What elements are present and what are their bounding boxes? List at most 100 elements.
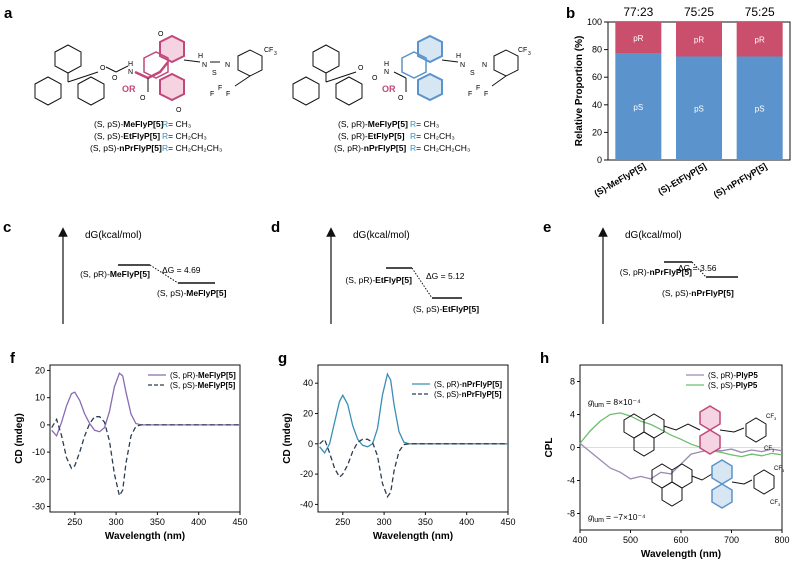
h-molecule-bottom: CF 3 CF 3: [651, 459, 785, 509]
svg-text:N: N: [128, 69, 133, 76]
panel-b-letter: b: [566, 5, 575, 22]
panel-e-letter: e: [543, 219, 551, 236]
svg-text:3: 3: [528, 51, 531, 57]
svg-text:R= CH₂CH₃: R= CH₂CH₃: [162, 131, 207, 141]
b-ytick-label: 60: [592, 72, 602, 82]
svg-text:R= CH₂CH₂CH₃: R= CH₂CH₂CH₃: [410, 143, 470, 153]
f-legend-label-1: (S, pS)-MeFlyP[5]: [170, 381, 236, 390]
svg-text:N: N: [460, 62, 465, 69]
g-ylabel: CD (mdeg): [282, 413, 293, 464]
panel-a-letter: a: [4, 5, 13, 22]
h-xtick-label: 600: [673, 535, 688, 545]
g-plot-frame: [317, 364, 509, 513]
f-xlabel: Wavelength (nm): [105, 531, 185, 542]
b-ratio-label: 75:25: [684, 5, 714, 19]
b-bar-pS-0: [615, 53, 662, 160]
svg-text:N: N: [225, 62, 230, 69]
g-series-line-0: [319, 372, 508, 455]
svg-text:CF: CF: [764, 446, 772, 452]
g-xlabel: Wavelength (nm): [373, 531, 453, 542]
f-ylabel: CD (mdeg): [14, 413, 25, 464]
svg-text:CF: CF: [766, 414, 774, 420]
h-series-line-0: [579, 442, 783, 480]
b-bar-pR-0: [615, 22, 662, 54]
energy-diagram-d: d dG(kcal/mol) (S, pR)-EtFlyP[5] (S, pS)-Et…: [271, 219, 479, 324]
chart-f: f 250 300 350 400 450 20 10 0 -10 -20 -30 Wavelength…: [10, 350, 248, 542]
svg-text:3: 3: [778, 502, 781, 507]
f-ytick-label: 0: [40, 420, 45, 430]
h-ylabel: CPL: [544, 438, 555, 458]
svg-text:F: F: [484, 91, 488, 98]
b-ytick-label: 100: [587, 17, 602, 27]
h-xlabel: Wavelength (nm): [641, 549, 721, 560]
svg-text:N: N: [482, 62, 487, 69]
panel-g-letter: g: [278, 350, 287, 367]
b-bar-label: pS: [755, 104, 765, 113]
f-series-line-1: [51, 416, 240, 498]
svg-text:H: H: [384, 61, 389, 68]
b-bar-pR-1: [676, 22, 722, 57]
energy-delta-e: ΔG = 3.56: [678, 263, 717, 273]
svg-text:R= CH₂CH₃: R= CH₂CH₃: [410, 131, 455, 141]
f-xtick-label: 300: [109, 517, 124, 527]
h-legend-label-0: (S, pR)-PlyP5: [708, 371, 758, 380]
b-ytick-label: 40: [592, 100, 602, 110]
f-ytick-label: -20: [32, 474, 45, 484]
energy-label-upper-d: (S, pR)-EtFlyP[5]: [345, 275, 412, 285]
svg-text:S: S: [470, 70, 475, 77]
f-xtick-label: 400: [191, 517, 206, 527]
energy-label-lower-d: (S, pS)-EtFlyP[5]: [413, 304, 479, 314]
h-legend-label-1: (S, pS)-PlyP5: [708, 381, 758, 390]
h-xtick-label: 800: [774, 535, 789, 545]
f-xtick-label: 350: [150, 517, 165, 527]
b-category-label: (S)-nPrFlyP[5]: [712, 161, 769, 200]
b-bar-pS-1: [676, 56, 722, 160]
f-xtick-label: 250: [67, 517, 82, 527]
panel-c-letter: c: [3, 219, 11, 236]
right-legend: (S, pR)-MeFlyP[5] R= CH₃ (S, pR)-EtFlyP[…: [334, 119, 470, 153]
svg-text:N: N: [202, 62, 207, 69]
energy-delta-d: ΔG = 5.12: [426, 271, 465, 281]
svg-text:F: F: [210, 91, 214, 98]
energy-diagram-e: e dG(kcal/mol) (S, pR)-nPrFlyP[5] (S, pS)-n…: [543, 219, 738, 324]
f-ytick-label: -10: [32, 447, 45, 457]
svg-text:(S, pS)-nPrFlyP[5]: (S, pS)-nPrFlyP[5]: [90, 143, 162, 153]
panel-f-letter: f: [10, 350, 16, 367]
f-ytick-label: -30: [32, 502, 45, 512]
h-series-line-1: [579, 412, 783, 458]
svg-text:R= CH₃: R= CH₃: [162, 119, 191, 129]
panel-d-letter: d: [271, 219, 280, 236]
svg-text:CF: CF: [518, 47, 527, 54]
h-molecule-top: CF 3 CF 3: [623, 405, 777, 457]
g-xtick-label: 450: [500, 517, 515, 527]
b-bar-pR-2: [736, 22, 783, 57]
svg-text:R= CH₃: R= CH₃: [410, 119, 439, 129]
b-bar-label: pS: [694, 104, 704, 113]
h-xtick-label: 700: [724, 535, 739, 545]
f-ytick-label: 20: [35, 365, 45, 375]
h-ytick-label: 0: [570, 443, 575, 453]
svg-text:O: O: [112, 75, 118, 82]
left-molecule-structure: O O H N O OR O O H N S N CF 3 F F F: [34, 31, 277, 114]
svg-text:3: 3: [274, 51, 277, 57]
g-xtick-label: 350: [418, 517, 433, 527]
svg-text:(S, pR)-EtFlyP[5]: (S, pR)-EtFlyP[5]: [338, 131, 405, 141]
svg-text:H: H: [128, 61, 133, 68]
left-substituent-label: OR: [122, 84, 136, 94]
energy-label-upper-c: (S, pR)-MeFlyP[5]: [80, 269, 150, 279]
chart-g: g 250 300 350 400 450 40 20 0 -20 -40 Wavelength (n…: [278, 350, 516, 542]
svg-text:3: 3: [772, 448, 775, 453]
b-ytick-label: 20: [592, 127, 602, 137]
svg-text:R= CH₂CH₂CH₃: R= CH₂CH₂CH₃: [162, 143, 222, 153]
energy-axis-label-d: dG(kcal/mol): [353, 230, 410, 241]
energy-label-lower-e: (S, pS)-nPrFlyP[5]: [662, 288, 734, 298]
b-bar-label: pR: [694, 35, 704, 44]
right-substituent-label: OR: [382, 84, 396, 94]
g-ytick-label: -40: [300, 499, 313, 509]
svg-text:H: H: [456, 53, 461, 60]
chart-h: h 400 500 600 700 800 8 4 0 -4 -8 Wavelength (nm) CP…: [540, 350, 790, 560]
g-xtick-label: 250: [335, 517, 350, 527]
h-xtick-label: 500: [623, 535, 638, 545]
svg-text:F: F: [476, 85, 480, 92]
